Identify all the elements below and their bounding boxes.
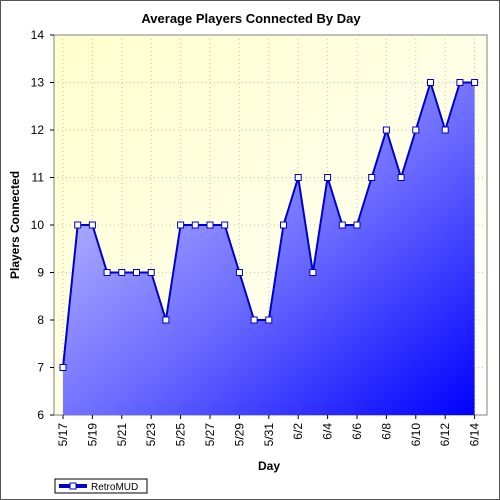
legend: RetroMUD (54, 478, 148, 494)
x-tick-label: 6/4 (321, 423, 335, 440)
data-point-marker (353, 221, 361, 229)
series-area (63, 82, 475, 415)
data-point-marker (88, 221, 96, 229)
data-point-marker (280, 221, 287, 229)
x-tick-label: 6/14 (468, 423, 482, 447)
data-point-marker (147, 269, 155, 276)
data-point-marker (397, 174, 405, 181)
y-tick-label: 13 (31, 76, 45, 90)
data-point-marker (250, 316, 258, 324)
x-tick-label: 6/2 (291, 423, 305, 440)
data-point-marker (441, 126, 449, 134)
data-point-marker (265, 316, 273, 324)
y-tick-label: 8 (37, 313, 44, 327)
data-point-marker (412, 126, 420, 134)
data-point-marker (324, 174, 332, 181)
series-area-fill (63, 82, 475, 415)
x-tick-label: 6/6 (350, 423, 364, 440)
data-point-marker (471, 79, 479, 86)
x-axis-label: Day (258, 459, 280, 473)
data-point-marker (103, 269, 111, 276)
legend-marker-swatch (69, 482, 77, 490)
data-point-marker (309, 269, 317, 276)
x-axis-ticks: 5/17 5/19 5/21 5/23 5/25 5/27 5/29 5/31 6/2 6/4 6/… (56, 415, 482, 446)
y-tick-label: 7 (37, 361, 44, 375)
x-tick-label: 5/19 (85, 423, 99, 447)
x-tick-label: 5/21 (115, 423, 129, 447)
x-tick-label: 5/25 (174, 423, 188, 447)
data-point-marker (118, 269, 126, 276)
x-tick-label: 5/31 (262, 423, 276, 447)
data-point-marker (368, 174, 376, 181)
series-markers (59, 79, 479, 371)
x-tick-label: 6/12 (438, 423, 452, 447)
data-point-marker (162, 316, 170, 324)
x-tick-label: 5/27 (203, 423, 217, 447)
data-point-marker (382, 126, 390, 134)
x-tick-label: 5/17 (56, 423, 70, 447)
data-point-marker (59, 364, 67, 371)
x-tick-label: 6/10 (409, 423, 423, 447)
data-point-marker (74, 221, 82, 229)
legend-box (54, 478, 148, 494)
chart-title: Average Players Connected By Day (141, 11, 361, 26)
data-point-marker (427, 79, 434, 86)
data-point-marker (338, 221, 346, 229)
y-tick-label: 9 (37, 266, 44, 280)
legend-label: RetroMUD (91, 482, 138, 493)
data-point-marker (177, 221, 185, 229)
data-point-marker (221, 221, 229, 229)
x-tick-label: 5/29 (232, 423, 246, 447)
data-point-marker (191, 221, 199, 229)
y-axis-ticks: 6 7 8 9 10 11 12 13 14 (31, 28, 54, 422)
y-tick-label: 11 (32, 171, 45, 185)
data-point-marker (206, 221, 214, 229)
y-tick-label: 6 (37, 408, 44, 422)
data-point-marker (235, 269, 243, 276)
x-tick-label: 6/8 (379, 423, 393, 440)
x-tick-label: 5/23 (144, 423, 158, 447)
y-tick-label: 12 (31, 123, 45, 137)
y-axis-label: Players Connected (8, 171, 22, 279)
data-point-marker (456, 79, 464, 86)
y-tick-label: 14 (31, 28, 45, 42)
data-point-marker (133, 269, 140, 276)
y-tick-label: 10 (31, 218, 45, 232)
data-point-marker (294, 174, 302, 181)
